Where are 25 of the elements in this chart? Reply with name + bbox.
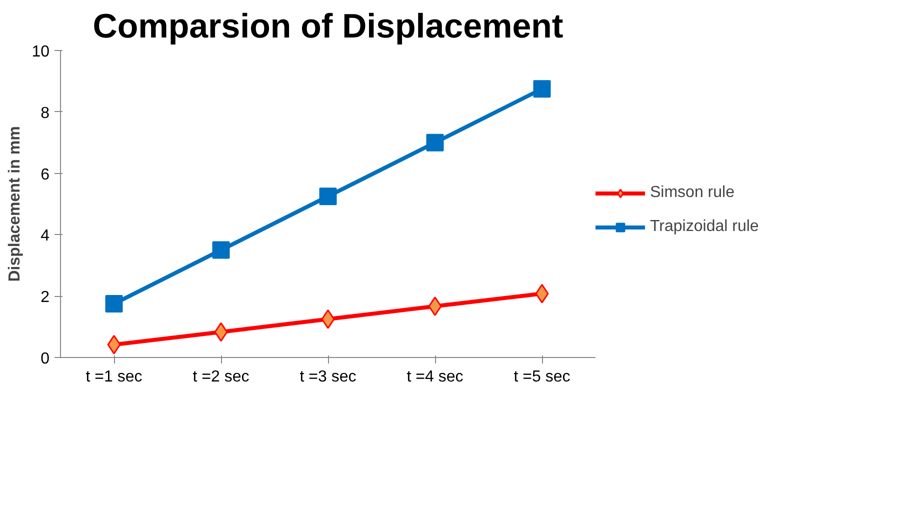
x-tick-label: t =4 sec [406, 368, 464, 386]
x-tick-label: t =1 sec [86, 368, 142, 386]
legend-label: Trapizoidal rule [650, 218, 759, 236]
y-axis-title: Displacement in mm [6, 126, 24, 282]
x-tick-label: t =2 sec [192, 368, 250, 386]
x-tick-label: t =3 sec [300, 368, 356, 386]
y-tick-label: 0 [40, 350, 50, 368]
y-tick-label: 8 [40, 104, 50, 122]
y-tick-label: 4 [40, 228, 50, 245]
point [214, 322, 228, 342]
x-tick-label: t =5 sec [514, 368, 570, 386]
point [428, 296, 442, 316]
y-tick-label: 6 [40, 166, 50, 184]
point [426, 134, 444, 152]
point [107, 334, 121, 354]
chart-title: Comparsion of Displacement [92, 8, 564, 46]
point [105, 295, 123, 313]
point [212, 241, 230, 259]
point [535, 284, 549, 304]
y-tick-label: 2 [40, 289, 50, 306]
y-tick-label: 10 [32, 44, 50, 60]
point [319, 188, 337, 206]
point [533, 80, 551, 98]
legend-label: Simson rule [650, 184, 734, 202]
point [321, 309, 335, 329]
